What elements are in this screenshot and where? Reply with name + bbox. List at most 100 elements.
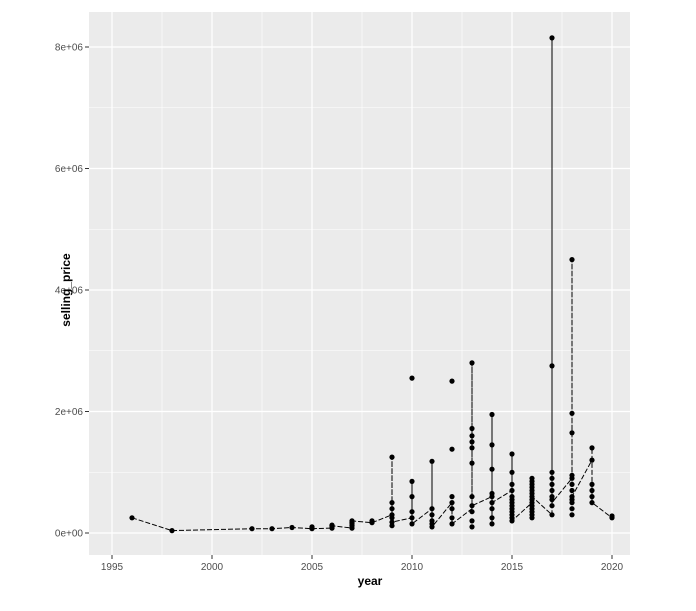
y-axis-title: selling_price — [59, 253, 73, 327]
data-point — [469, 509, 475, 515]
y-tick-label: 0e+00 — [55, 529, 84, 540]
data-point — [469, 360, 475, 366]
data-point — [469, 445, 475, 451]
data-point — [489, 521, 495, 527]
data-point — [589, 494, 595, 500]
y-tick-label: 2e+06 — [55, 407, 84, 418]
data-point — [589, 487, 595, 494]
data-point — [449, 378, 455, 384]
data-point — [469, 518, 475, 524]
data-point — [569, 481, 575, 487]
data-point — [329, 522, 335, 528]
data-point — [449, 500, 455, 506]
data-point — [589, 481, 595, 487]
y-tick-label: 4e+06 — [55, 286, 84, 297]
data-point — [489, 506, 495, 512]
data-point — [469, 425, 475, 432]
data-point — [389, 506, 395, 512]
data-point — [489, 466, 495, 472]
y-tick-label: 6e+06 — [55, 164, 84, 175]
data-point — [549, 481, 555, 487]
data-point — [509, 481, 515, 487]
plot-panel — [89, 12, 630, 555]
data-point — [509, 469, 515, 475]
x-axis: 1995 2000 2005 2010 2015 2020 — [101, 555, 624, 573]
data-point — [429, 518, 435, 524]
data-point — [389, 523, 395, 529]
data-point — [589, 445, 595, 451]
data-point — [469, 460, 475, 466]
data-point — [609, 513, 615, 519]
data-point — [469, 503, 475, 509]
data-point — [169, 528, 175, 534]
data-point — [409, 494, 415, 500]
data-point — [469, 433, 475, 439]
data-point — [469, 494, 475, 500]
data-point — [469, 524, 475, 530]
data-point — [389, 454, 395, 460]
data-point — [489, 490, 495, 497]
data-point — [429, 506, 435, 512]
x-axis-title: year — [358, 574, 383, 588]
x-tick-label: 2010 — [401, 562, 424, 573]
data-point — [569, 410, 575, 416]
data-point — [409, 478, 415, 484]
data-point — [549, 512, 555, 518]
data-point — [449, 494, 455, 500]
data-point — [429, 458, 435, 464]
data-point — [409, 515, 415, 521]
data-point — [489, 411, 495, 418]
x-tick-label: 2000 — [201, 562, 224, 573]
data-point — [409, 521, 415, 527]
data-point — [549, 503, 555, 509]
data-point — [569, 257, 575, 263]
data-point — [289, 524, 295, 531]
x-tick-label: 2020 — [601, 562, 624, 573]
data-point — [449, 446, 455, 452]
data-point — [309, 524, 315, 530]
data-point — [409, 375, 415, 381]
data-point — [549, 494, 555, 500]
data-point — [529, 475, 535, 481]
data-point — [569, 430, 575, 436]
y-tick-label: 8e+06 — [55, 43, 84, 54]
x-tick-label: 2005 — [301, 562, 324, 573]
data-point — [569, 506, 575, 512]
data-point — [489, 500, 495, 506]
data-point — [429, 512, 435, 518]
data-point — [549, 363, 555, 369]
y-axis: 0e+00 2e+06 4e+06 6e+06 8e+06 — [55, 43, 89, 540]
data-point — [489, 515, 495, 521]
data-point — [569, 487, 575, 494]
data-point — [549, 35, 555, 41]
x-tick-label: 2015 — [501, 562, 524, 573]
data-point — [549, 487, 555, 494]
data-point — [489, 442, 495, 448]
minor-gridlines — [89, 12, 630, 555]
data-point — [549, 475, 555, 481]
data-point — [509, 494, 515, 500]
data-point — [449, 521, 455, 527]
data-point — [389, 512, 395, 518]
data-point — [249, 526, 255, 532]
data-point — [469, 439, 475, 445]
data-point — [569, 512, 575, 518]
data-point — [389, 519, 395, 525]
data-point — [409, 509, 415, 515]
data-point — [569, 472, 575, 478]
data-point — [269, 526, 275, 532]
data-point — [369, 518, 375, 524]
data-point — [589, 457, 595, 463]
data-point — [509, 487, 515, 494]
data-point — [509, 451, 515, 457]
data-point — [129, 515, 135, 521]
data-points — [129, 35, 615, 534]
x-tick-label: 1995 — [101, 562, 124, 573]
data-point — [389, 500, 395, 506]
data-point — [549, 469, 555, 475]
data-point — [349, 518, 355, 524]
data-point — [449, 515, 455, 521]
data-point — [569, 494, 575, 500]
data-point — [589, 500, 595, 506]
